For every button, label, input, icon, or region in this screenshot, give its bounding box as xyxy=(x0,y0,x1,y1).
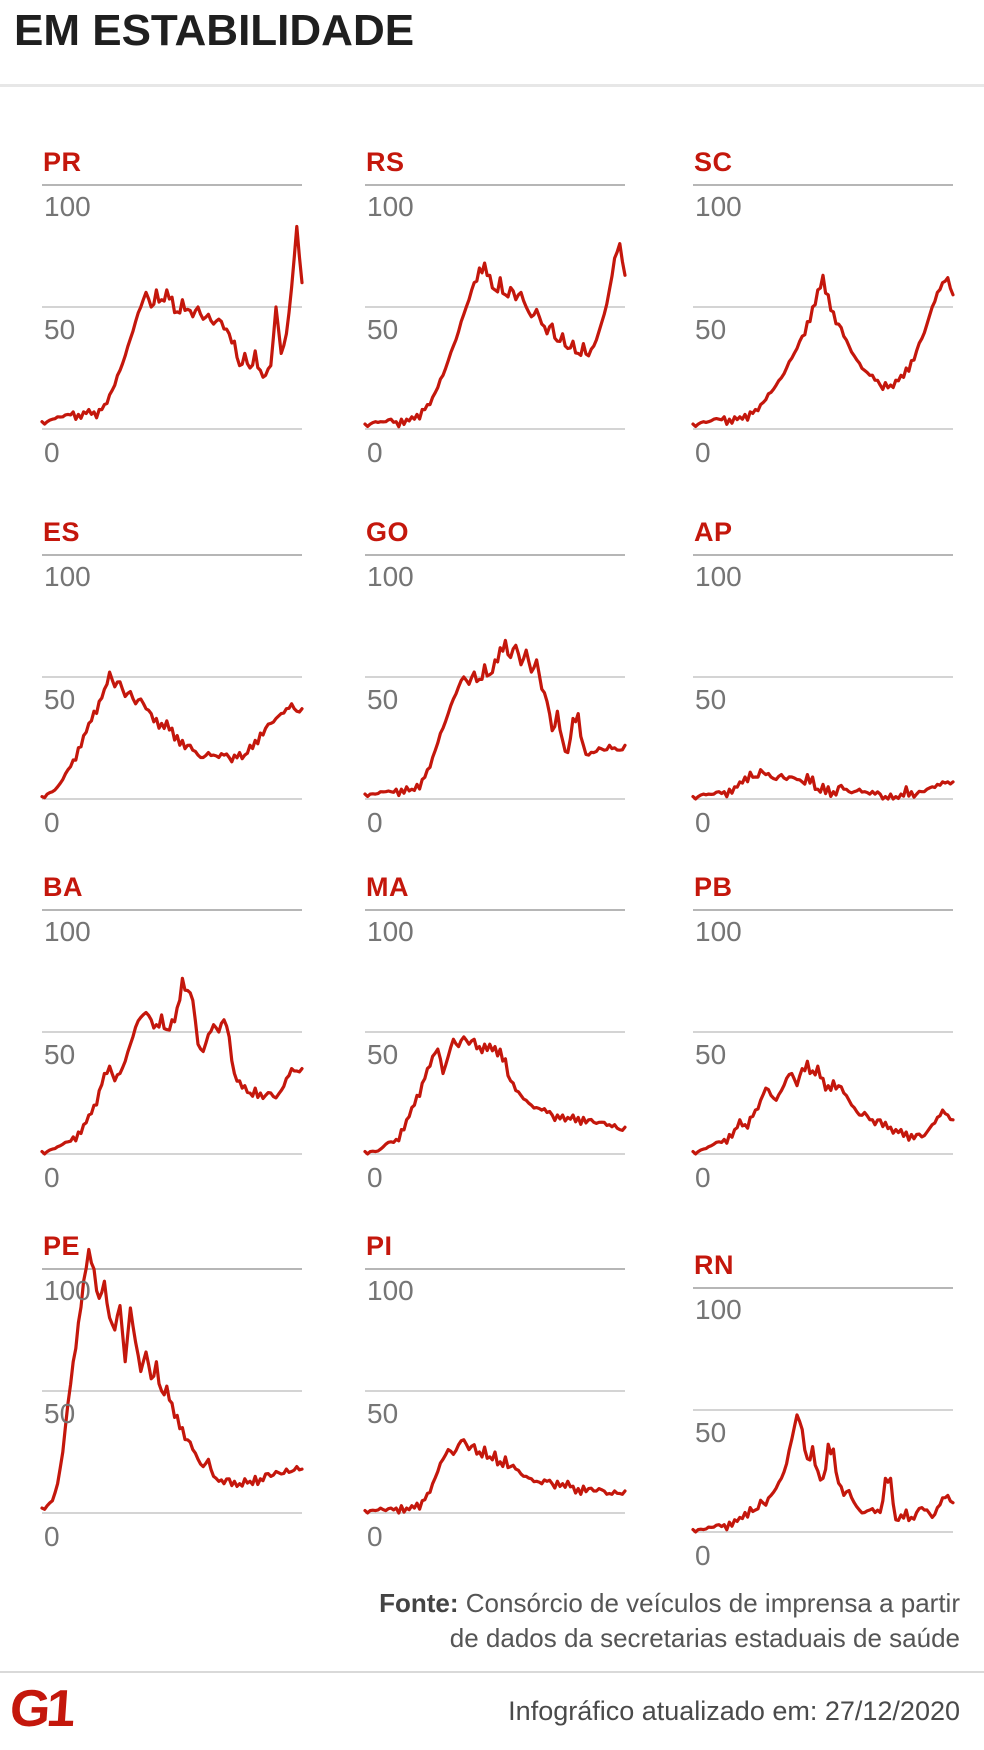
tick-50: 50 xyxy=(695,1039,727,1070)
line-chart-ma xyxy=(363,909,627,1156)
state-label-es: ES xyxy=(43,517,81,547)
tick-0: 0 xyxy=(695,1540,711,1571)
tick-50: 50 xyxy=(695,684,727,715)
state-label-pr: PR xyxy=(43,147,82,177)
state-label-pi: PI xyxy=(366,1231,393,1261)
line-chart-pr xyxy=(40,184,304,430)
chart-cell-ma: MA 100 50 0 xyxy=(363,850,627,1193)
tick-50: 50 xyxy=(44,314,76,345)
tick-100: 100 xyxy=(367,916,414,947)
tick-0: 0 xyxy=(695,437,711,468)
tick-50: 50 xyxy=(367,684,399,715)
state-label-pb: PB xyxy=(694,872,733,902)
tick-0: 0 xyxy=(367,807,383,838)
source-credit: Fonte: Consórcio de veículos de imprensa… xyxy=(379,1586,960,1656)
tick-100: 100 xyxy=(44,916,91,947)
chart-cell-es: ES 100 50 0 xyxy=(40,495,304,838)
updated-date: Infográfico atualizado em: 27/12/2020 xyxy=(508,1696,960,1726)
tick-50: 50 xyxy=(367,1398,399,1429)
state-label-rs: RS xyxy=(366,147,405,177)
tick-50: 50 xyxy=(695,1417,727,1448)
tick-100: 100 xyxy=(695,1294,742,1325)
line-chart-go xyxy=(363,554,627,800)
state-label-go: GO xyxy=(366,517,410,547)
line-chart-rs xyxy=(363,184,627,430)
state-label-ap: AP xyxy=(694,517,733,547)
source-line-2: de dados da secretarias estaduais de saú… xyxy=(449,1623,960,1653)
tick-100: 100 xyxy=(695,916,742,947)
g1-logo: G1 xyxy=(12,1682,77,1738)
tick-100: 100 xyxy=(367,561,414,592)
source-line-1: Fonte: Consórcio de veículos de imprensa… xyxy=(379,1588,960,1618)
source-label: Fonte: xyxy=(379,1588,459,1618)
tick-100: 100 xyxy=(44,191,91,222)
tick-50: 50 xyxy=(44,684,76,715)
state-label-ma: MA xyxy=(366,872,409,902)
chart-cell-ap: AP 100 50 0 xyxy=(691,495,955,838)
line-chart-ba xyxy=(40,909,304,1156)
chart-cell-pe: PE 100 50 0 xyxy=(40,1209,304,1552)
line-chart-ap xyxy=(691,554,955,801)
tick-0: 0 xyxy=(44,1162,60,1193)
chart-cell-rs: RS 100 50 0 xyxy=(363,125,627,468)
chart-cell-pi: PI 100 50 0 xyxy=(363,1209,627,1552)
tick-100: 100 xyxy=(44,561,91,592)
tick-50: 50 xyxy=(44,1398,76,1429)
line-chart-rn xyxy=(691,1287,955,1534)
line-chart-pe xyxy=(40,1247,304,1514)
tick-50: 50 xyxy=(44,1039,76,1070)
tick-0: 0 xyxy=(695,1162,711,1193)
tick-100: 100 xyxy=(695,191,742,222)
chart-cell-ba: BA 100 50 0 xyxy=(40,850,304,1193)
chart-cell-go: GO 100 50 0 xyxy=(363,495,627,838)
g1-logo-text: G1 xyxy=(12,1682,77,1738)
line-chart-sc xyxy=(691,184,955,430)
state-label-rn: RN xyxy=(694,1250,734,1280)
chart-cell-pr: PR 100 50 0 xyxy=(40,125,304,468)
tick-50: 50 xyxy=(367,314,399,345)
state-label-sc: SC xyxy=(694,147,733,177)
line-chart-es xyxy=(40,554,304,800)
tick-0: 0 xyxy=(367,1521,383,1552)
tick-100: 100 xyxy=(367,191,414,222)
chart-cell-rn: RN 100 50 0 xyxy=(691,1228,955,1571)
tick-0: 0 xyxy=(44,437,60,468)
tick-100: 100 xyxy=(44,1275,91,1306)
tick-100: 100 xyxy=(367,1275,414,1306)
state-label-pe: PE xyxy=(43,1231,81,1261)
tick-0: 0 xyxy=(44,1521,60,1552)
page-title: EM ESTABILIDADE xyxy=(14,6,415,55)
tick-100: 100 xyxy=(695,561,742,592)
chart-cell-pb: PB 100 50 0 xyxy=(691,850,955,1193)
tick-50: 50 xyxy=(695,314,727,345)
bottom-divider xyxy=(0,1671,984,1673)
line-chart-pb xyxy=(691,909,955,1156)
tick-50: 50 xyxy=(367,1039,399,1070)
line-chart-pi xyxy=(363,1268,627,1515)
tick-0: 0 xyxy=(695,807,711,838)
tick-0: 0 xyxy=(44,807,60,838)
title-divider xyxy=(0,84,984,87)
tick-0: 0 xyxy=(367,437,383,468)
tick-0: 0 xyxy=(367,1162,383,1193)
chart-cell-sc: SC 100 50 0 xyxy=(691,125,955,468)
state-label-ba: BA xyxy=(43,872,83,902)
